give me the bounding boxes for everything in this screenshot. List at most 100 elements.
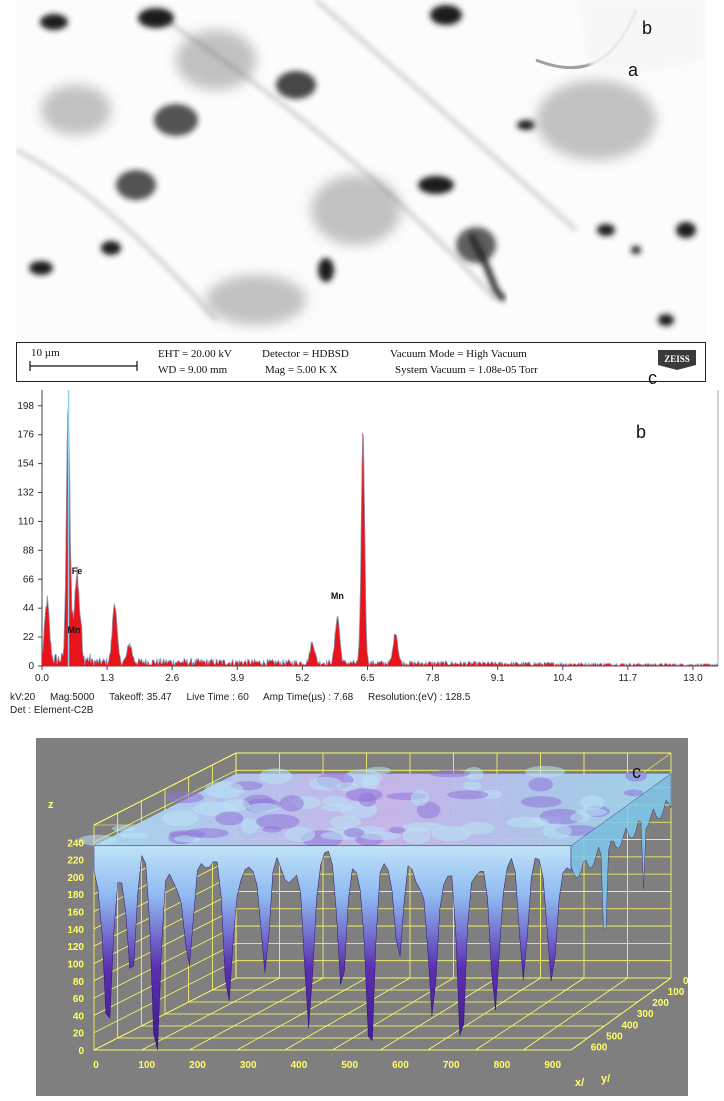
surface-bump [321, 796, 349, 806]
grid-line [93, 891, 237, 964]
surface-x-label: x/ [575, 1077, 584, 1089]
surface-z-tick-label: 160 [67, 908, 84, 919]
surface-bump [343, 827, 365, 838]
panel-label-c-top: c [648, 368, 657, 388]
surface-bump [78, 834, 117, 846]
surface-bump [410, 789, 430, 806]
surface-bump [506, 816, 549, 828]
surface-bump [320, 803, 354, 812]
surface-x-tick-label: 900 [544, 1060, 561, 1071]
eds-peak-label: Fe [72, 566, 83, 576]
info-live-time: Live Time : 60 [186, 692, 249, 703]
eds-x-tick-label: 13.0 [683, 673, 703, 684]
mag-value: Mag = 5.00 K X [265, 364, 338, 376]
info-kv: kV:20 [10, 692, 36, 703]
surface-bump [524, 765, 566, 778]
surface-bump [165, 791, 204, 804]
wd-value: WD = 9.00 mm [158, 364, 228, 376]
eds-y-tick-label: 176 [17, 430, 34, 441]
eds-spectrum: 0 22 44 66 88 110 132 154 176 198 0.0 1.3 2.6 3.9 5.2… [0, 368, 724, 684]
eds-y-tick-label: 88 [23, 545, 35, 556]
info-detector: Det : Element-C2B [10, 705, 94, 716]
eds-y-tick-label: 44 [23, 603, 35, 614]
surface-bump [279, 795, 304, 812]
grid-line [93, 960, 237, 1034]
eds-spectrum-fill [41, 405, 719, 667]
surface-plot: 0 20 40 60 80 100 120 140 160 180 200 220 240 0 100 20… [36, 738, 689, 1096]
surface-bump [111, 825, 137, 832]
surface-bump [402, 822, 445, 832]
surface-bump [542, 823, 572, 839]
surface-bump [520, 796, 562, 808]
surface-bump [416, 801, 441, 819]
eds-y-tick-label: 22 [23, 632, 35, 643]
surface-bump [539, 808, 584, 825]
surface-z-tick-label: 60 [73, 994, 85, 1005]
surface-z-tick-label: 220 [67, 856, 84, 867]
sem-data-bar: 10 µm EHT = 20.00 kV WD = 9.00 mm Detect… [16, 342, 706, 382]
eds-y-tick-label: 154 [17, 459, 34, 470]
surface-mesh [78, 765, 672, 1051]
info-resolution: Resolution:(eV) : 128.5 [368, 692, 471, 703]
surface-z-tick-label: 100 [67, 959, 84, 970]
surface-bump [359, 831, 402, 841]
panel-label-b: b [636, 422, 647, 442]
surface-bump [222, 799, 250, 812]
panel-label-c: c [632, 762, 641, 782]
surface-z-tick-label: 240 [67, 838, 84, 849]
surface-z-tick-label: 140 [67, 925, 84, 936]
surface-y-tick-label: 300 [637, 1009, 654, 1020]
eds-axes [41, 390, 719, 667]
surface-bump [336, 782, 359, 792]
panel-label-a: a [628, 60, 639, 80]
surface-x-tick-label: 700 [443, 1060, 460, 1071]
surface-bump [361, 775, 380, 791]
surface-bump [329, 815, 361, 829]
surface-bump [184, 828, 229, 839]
surface-bump [623, 789, 644, 797]
sem-image [16, 0, 706, 342]
eds-x-tick-label: 0.0 [35, 673, 49, 684]
eds-x-tick-label: 1.3 [100, 673, 114, 684]
eds-x-tick-label: 2.6 [165, 673, 179, 684]
surface-bump [247, 802, 280, 813]
surface-right [570, 773, 672, 930]
eds-series [41, 390, 719, 667]
scale-bar [29, 361, 138, 371]
info-amp-time: Amp Time(µs) : 7.68 [263, 692, 354, 703]
zeiss-logo: ZEISS [658, 350, 696, 370]
eht-value: EHT = 20.00 kV [158, 348, 232, 360]
surface-bump [262, 826, 283, 833]
eds-y-tick-label: 132 [17, 488, 34, 499]
surface-bump [161, 810, 199, 827]
eds-x-ticks: 0.0 1.3 2.6 3.9 5.2 6.5 7.8 9.1 10.4 11.7 13.0 [35, 666, 703, 684]
surface-bump [309, 776, 342, 791]
surface-bump [569, 812, 591, 823]
surface-x-tick-label: 600 [392, 1060, 409, 1071]
surface-bump [389, 826, 406, 834]
surface-x-tick-label: 0 [93, 1060, 99, 1071]
eds-x-tick-label: 6.5 [361, 673, 375, 684]
surface-z-ticks: 0 20 40 60 80 100 120 140 160 180 200 220 240 [67, 838, 84, 1057]
surface-x-tick-label: 800 [494, 1060, 511, 1071]
surface-y-tick-label: 0 [683, 976, 688, 987]
grid-line [93, 752, 237, 826]
eds-y-tick-label: 66 [23, 574, 35, 585]
eds-x-tick-label: 3.9 [230, 673, 244, 684]
surface-y-tick-label: 500 [606, 1031, 623, 1042]
surface-z-tick-label: 200 [67, 873, 84, 884]
eds-x-tick-label: 11.7 [618, 673, 637, 684]
surface-y-label: y/ [601, 1073, 610, 1085]
surface-bump [241, 817, 259, 834]
surface-x-tick-label: 500 [341, 1060, 358, 1071]
grid-line [570, 977, 672, 1051]
surface-y-tick-label: 100 [668, 987, 685, 998]
eds-y-tick-label: 0 [28, 661, 34, 672]
grid-line [93, 943, 237, 1016]
surface-z-tick-label: 80 [73, 977, 85, 988]
surface-bump [580, 795, 605, 811]
eds-acquisition-info: kV:20 Mag:5000 Takeoff: 35.47 Live Time … [10, 692, 482, 703]
surface-bump [284, 827, 316, 843]
eds-y-tick-label: 110 [18, 516, 34, 527]
